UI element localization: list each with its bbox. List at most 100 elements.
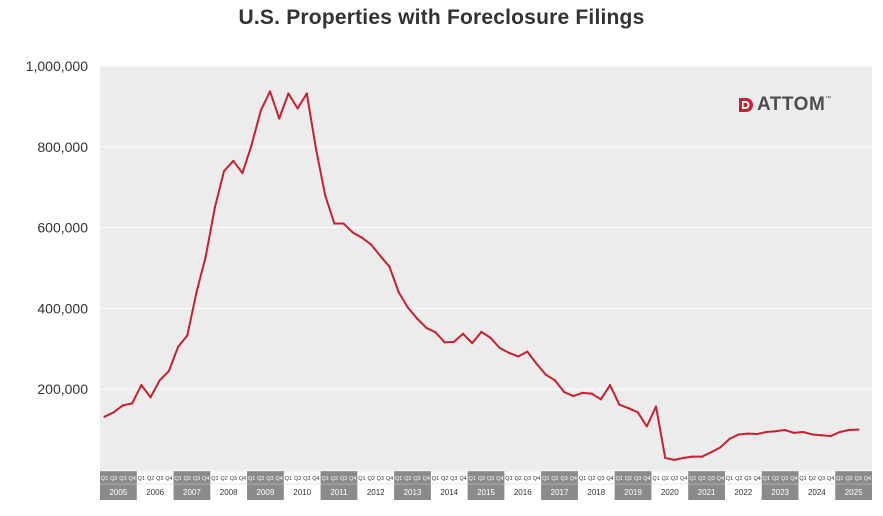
data-point [756,432,759,436]
grid-lines [100,65,872,390]
year-label: 2015 [477,488,495,497]
quarter-label: Q4 [386,476,393,482]
data-point [480,330,483,333]
quarter-label: Q4 [239,476,246,482]
year-label: 2020 [661,488,679,497]
year-label: 2006 [146,488,164,497]
chart-title: U.S. Properties with Foreclosure Filings [238,6,645,29]
quarter-label: Q2 [625,476,632,482]
quarter-label: Q1 [652,476,659,482]
year-label: 2007 [183,488,201,497]
data-point [296,107,299,110]
data-point [829,434,832,438]
data-point [415,317,419,320]
data-point [581,391,584,394]
quarter-label: Q3 [413,476,420,482]
y-axis-ticks: 200,000 400,000 600,000 800,000 1,000,000 [26,58,89,397]
data-point [232,159,235,163]
year-band [541,471,578,500]
quarter-label: Q4 [202,476,209,482]
year-label: 2008 [220,488,238,497]
year-label: 2011 [330,488,348,497]
quarter-label: Q2 [441,476,448,482]
quarter-label: Q4 [680,476,687,482]
year-band [614,471,652,500]
quarter-label: Q1 [616,476,623,482]
series-layer [103,90,860,461]
data-point [765,430,768,434]
data-point [177,345,180,348]
year-label: 2016 [514,488,532,497]
year-label: 2017 [551,488,569,497]
year-band [394,471,431,500]
data-point [682,456,685,459]
data-point [204,255,207,258]
quarter-label: Q3 [818,476,825,482]
data-point [498,346,501,350]
data-point [746,432,750,435]
data-point [278,117,281,120]
quarter-label: Q4 [827,476,834,482]
quarter-label: Q2 [772,476,779,482]
quarter-label: Q1 [321,476,328,482]
data-point [112,411,115,414]
data-point [434,331,437,334]
quarter-label: Q4 [459,476,466,482]
quarter-label: Q3 [781,476,788,482]
logo-text: ATTOM [757,94,826,115]
data-point [222,169,226,173]
year-band [100,471,137,500]
year-label: 2024 [808,488,826,497]
quarter-label: Q3 [855,476,862,482]
data-point [590,392,593,395]
quarter-label: Q1 [432,476,439,482]
data-point [857,428,860,431]
quarter-label: Q2 [184,476,191,482]
quarter-label: Q3 [340,476,347,482]
quarter-label: Q1 [395,476,402,482]
quarter-label: Q2 [662,476,669,482]
quarter-label: Q4 [349,476,356,482]
data-point [425,326,428,329]
data-point [388,265,391,268]
quarter-label: Q3 [266,476,273,482]
quarter-label: Q2 [478,476,485,482]
year-label: 2018 [587,488,605,497]
quarter-label: Q2 [367,476,374,482]
data-point [838,430,841,434]
data-point [654,405,658,408]
quarter-label: Q2 [110,476,117,482]
data-point [333,222,336,225]
quarter-label: Q2 [735,476,742,482]
year-band [173,471,211,500]
quarter-label: Q4 [606,476,613,482]
data-point [186,334,189,337]
year-label: 2022 [734,488,752,497]
data-point [351,231,354,234]
data-point [847,428,851,432]
data-point [636,411,639,414]
year-band [467,471,505,500]
data-point [131,402,134,405]
data-point [471,342,474,345]
quarter-label: Q2 [404,476,411,482]
quarter-label: Q3 [487,476,494,482]
data-point [140,384,143,387]
y-tick-label: 800,000 [37,139,88,155]
data-point [489,336,492,339]
y-tick-label: 200,000 [37,381,88,397]
data-point [774,430,777,433]
quarter-label: Q3 [524,476,531,482]
data-point [599,398,602,401]
data-point [673,458,676,461]
quarter-label: Q3 [560,476,567,482]
year-label: 2014 [440,488,458,497]
quarter-label: Q4 [717,476,724,482]
quarter-label: Q4 [864,476,871,482]
data-point [167,369,171,373]
data-point [526,350,529,353]
quarter-label: Q4 [753,476,760,482]
year-band [761,471,799,500]
